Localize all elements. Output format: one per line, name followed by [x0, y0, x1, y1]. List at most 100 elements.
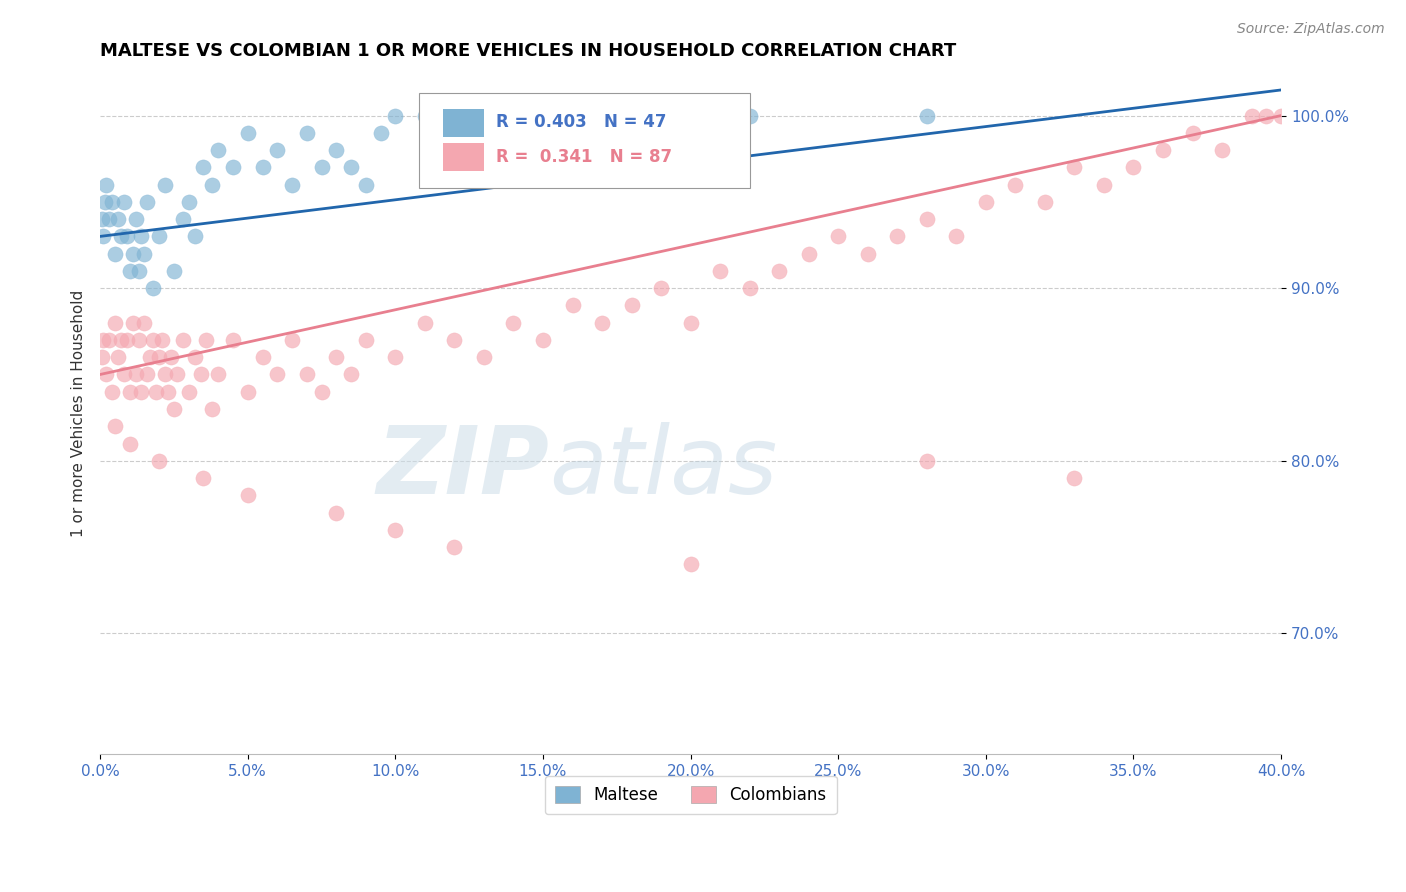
Point [94, 178, 117, 192]
Point [1152, 143, 1174, 157]
Point [90, 212, 112, 227]
Point [384, 109, 406, 123]
Point [738, 109, 761, 123]
Point [266, 143, 288, 157]
Text: R =  0.341   N = 87: R = 0.341 N = 87 [496, 148, 672, 166]
Point [121, 246, 143, 260]
Point [153, 368, 176, 382]
Point [679, 558, 702, 572]
Point [118, 264, 141, 278]
Point [150, 333, 173, 347]
Point [142, 281, 165, 295]
Point [107, 212, 129, 227]
Point [148, 454, 170, 468]
Point [1240, 109, 1263, 123]
Point [91, 333, 114, 347]
Point [531, 333, 554, 347]
Point [236, 126, 259, 140]
Point [136, 194, 159, 209]
Text: Source: ZipAtlas.com: Source: ZipAtlas.com [1237, 22, 1385, 37]
Point [145, 384, 167, 399]
Point [131, 229, 153, 244]
Bar [443, 143, 484, 171]
Point [98, 333, 121, 347]
Point [90, 350, 112, 364]
Point [142, 333, 165, 347]
Point [128, 264, 150, 278]
Point [148, 350, 170, 364]
Point [295, 368, 318, 382]
Point [136, 368, 159, 382]
Point [101, 384, 124, 399]
Point [183, 229, 205, 244]
Point [112, 368, 135, 382]
Point [163, 402, 186, 417]
Point [281, 333, 304, 347]
Point [121, 316, 143, 330]
Point [797, 246, 820, 260]
Point [236, 384, 259, 399]
Point [1004, 178, 1026, 192]
Point [195, 333, 218, 347]
Point [311, 384, 333, 399]
Point [207, 368, 229, 382]
Point [1270, 109, 1292, 123]
Point [340, 161, 363, 175]
Point [172, 212, 194, 227]
Point [974, 194, 997, 209]
Point [325, 143, 347, 157]
Point [252, 161, 274, 175]
Point [620, 298, 643, 312]
Point [738, 281, 761, 295]
Text: R = 0.403   N = 47: R = 0.403 N = 47 [496, 113, 666, 131]
Point [561, 298, 583, 312]
Point [1063, 161, 1085, 175]
Point [340, 368, 363, 382]
Point [443, 540, 465, 554]
Point [1181, 126, 1204, 140]
Point [325, 350, 347, 364]
Point [472, 350, 495, 364]
Point [193, 161, 215, 175]
Point [591, 316, 613, 330]
Point [222, 161, 245, 175]
Point [124, 368, 146, 382]
Point [134, 316, 156, 330]
Y-axis label: 1 or more Vehicles in Household: 1 or more Vehicles in Household [72, 290, 86, 537]
Point [115, 333, 138, 347]
Point [177, 384, 200, 399]
Point [561, 109, 583, 123]
Point [104, 316, 127, 330]
Point [827, 229, 849, 244]
Point [98, 212, 121, 227]
Point [124, 212, 146, 227]
Point [193, 471, 215, 485]
Point [104, 419, 127, 434]
Point [201, 178, 224, 192]
Point [94, 368, 117, 382]
Point [325, 506, 347, 520]
Point [295, 126, 318, 140]
Point [115, 229, 138, 244]
Point [252, 350, 274, 364]
Point [768, 264, 790, 278]
Point [915, 454, 938, 468]
Point [131, 384, 153, 399]
Point [266, 368, 288, 382]
Point [1092, 178, 1115, 192]
FancyBboxPatch shape [419, 93, 749, 188]
Point [172, 333, 194, 347]
Point [384, 350, 406, 364]
Point [148, 229, 170, 244]
Point [915, 212, 938, 227]
Point [128, 333, 150, 347]
Point [101, 194, 124, 209]
Point [107, 350, 129, 364]
Point [370, 126, 392, 140]
Point [104, 246, 127, 260]
Legend: Maltese, Colombians: Maltese, Colombians [544, 776, 837, 814]
Bar [443, 109, 484, 137]
Point [443, 143, 465, 157]
Point [110, 333, 132, 347]
Point [236, 488, 259, 502]
